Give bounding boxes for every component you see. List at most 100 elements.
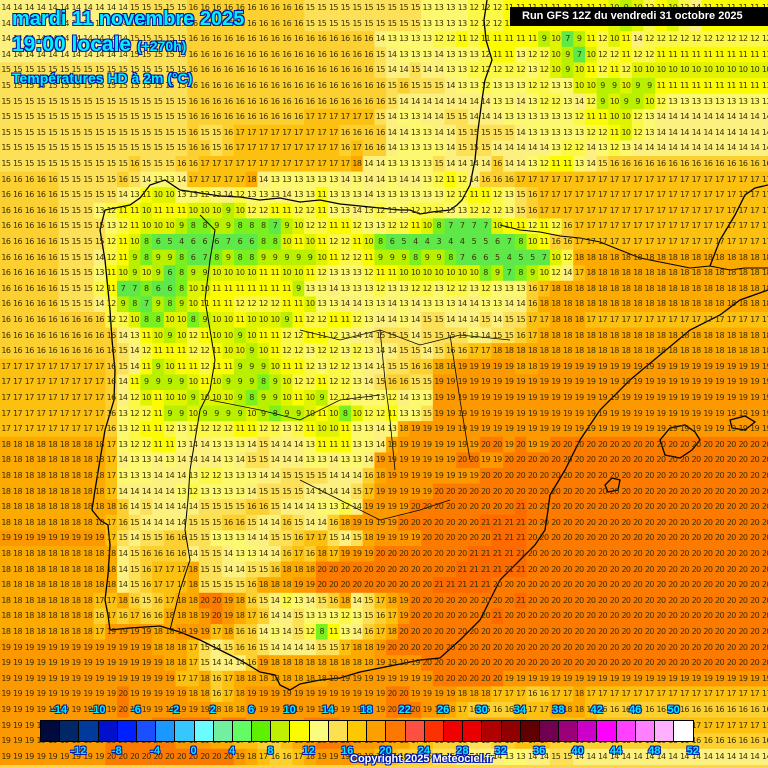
grid-value: 14	[316, 515, 328, 531]
grid-value: 15	[82, 250, 94, 266]
grid-value: 20	[702, 468, 714, 484]
grid-value: 17	[597, 172, 609, 188]
grid-value: 17	[35, 406, 47, 422]
grid-value: 16	[351, 62, 363, 78]
grid-value: 20	[585, 655, 597, 671]
grid-value: 15	[82, 62, 94, 78]
grid-value: 6	[246, 234, 258, 250]
grid-value: 20	[363, 562, 375, 578]
grid-value: 20	[597, 468, 609, 484]
grid-value: 12	[527, 78, 539, 94]
grid-value: 13	[363, 296, 375, 312]
grid-value: 10	[211, 265, 223, 281]
grid-value: 8	[199, 218, 211, 234]
grid-value: 20	[410, 562, 422, 578]
grid-value: 17	[0, 390, 12, 406]
grid-value: 10	[632, 62, 644, 78]
grid-value: 17	[47, 359, 59, 375]
grid-value: 16	[714, 702, 726, 718]
grid-value: 17	[644, 312, 656, 328]
grid-value: 14	[351, 499, 363, 515]
grid-value: 18	[527, 359, 539, 375]
grid-value: 17	[82, 359, 94, 375]
grid-value: 11	[117, 250, 129, 266]
grid-value: 15	[410, 78, 422, 94]
grid-value: 15	[59, 203, 71, 219]
grid-value: 15	[398, 328, 410, 344]
grid-value: 13	[491, 94, 503, 110]
grid-value: 19	[12, 718, 24, 734]
grid-value: 19	[714, 374, 726, 390]
grid-value: 17	[222, 671, 234, 687]
grid-value: 13	[503, 94, 515, 110]
grid-value: 20	[550, 530, 562, 546]
grid-value: 13	[176, 187, 188, 203]
grid-value: 13	[374, 296, 386, 312]
grid-value: 14	[374, 312, 386, 328]
grid-value: 15	[187, 530, 199, 546]
grid-value: 14	[117, 374, 129, 390]
grid-value: 19	[363, 686, 375, 702]
grid-value: 17	[59, 421, 71, 437]
grid-value: 18	[246, 749, 258, 765]
grid-value: 13	[304, 608, 316, 624]
grid-value: 11	[152, 437, 164, 453]
grid-value: 15	[199, 546, 211, 562]
grid-value: 15	[433, 343, 445, 359]
grid-value: 15	[386, 94, 398, 110]
grid-value: 19	[386, 468, 398, 484]
grid-value: 11	[152, 343, 164, 359]
grid-value: 19	[94, 702, 106, 718]
grid-value: 12	[562, 140, 574, 156]
grid-value: 17	[644, 686, 656, 702]
grid-value: 10	[140, 390, 152, 406]
grid-value: 20	[573, 640, 585, 656]
grid-value: 20	[702, 437, 714, 453]
grid-value: 17	[761, 686, 768, 702]
grid-value: 14	[456, 312, 468, 328]
grid-value: 17	[714, 218, 726, 234]
grid-value: 18	[23, 468, 35, 484]
grid-value: 10	[222, 265, 234, 281]
grid-value: 11	[503, 31, 515, 47]
grid-value: 20	[761, 437, 768, 453]
grid-value: 18	[94, 468, 106, 484]
grid-value: 19	[257, 655, 269, 671]
grid-value: 15	[117, 109, 129, 125]
grid-value: 18	[82, 562, 94, 578]
grid-value: 19	[562, 406, 574, 422]
grid-value: 15	[351, 530, 363, 546]
grid-value: 16	[234, 94, 246, 110]
grid-value: 18	[737, 343, 749, 359]
grid-value: 16	[257, 78, 269, 94]
grid-value: 7	[503, 234, 515, 250]
grid-value: 19	[339, 749, 351, 765]
grid-value: 15	[269, 484, 281, 500]
grid-value: 10	[608, 31, 620, 47]
grid-value: 14	[281, 437, 293, 453]
grid-value: 18	[597, 343, 609, 359]
grid-value: 8	[234, 250, 246, 266]
grid-value: 18	[70, 515, 82, 531]
grid-value: 15	[199, 499, 211, 515]
grid-value: 14	[468, 172, 480, 188]
grid-value: 13	[398, 296, 410, 312]
grid-value: 20	[761, 468, 768, 484]
grid-value: 19	[620, 406, 632, 422]
grid-value: 18	[398, 421, 410, 437]
grid-value: 19	[129, 671, 141, 687]
grid-value: 19	[667, 374, 679, 390]
grid-value: 18	[0, 608, 12, 624]
grid-value: 20	[316, 562, 328, 578]
grid-value: 20	[667, 499, 679, 515]
grid-value: 19	[410, 686, 422, 702]
grid-value: 15	[82, 78, 94, 94]
grid-value: 18	[761, 328, 768, 344]
grid-value: 18	[12, 593, 24, 609]
grid-value: 19	[152, 686, 164, 702]
grid-value: 11	[480, 187, 492, 203]
grid-value: 17	[725, 203, 737, 219]
grid-value: 9	[281, 218, 293, 234]
grid-value: 9	[222, 218, 234, 234]
grid-value: 20	[164, 749, 176, 765]
